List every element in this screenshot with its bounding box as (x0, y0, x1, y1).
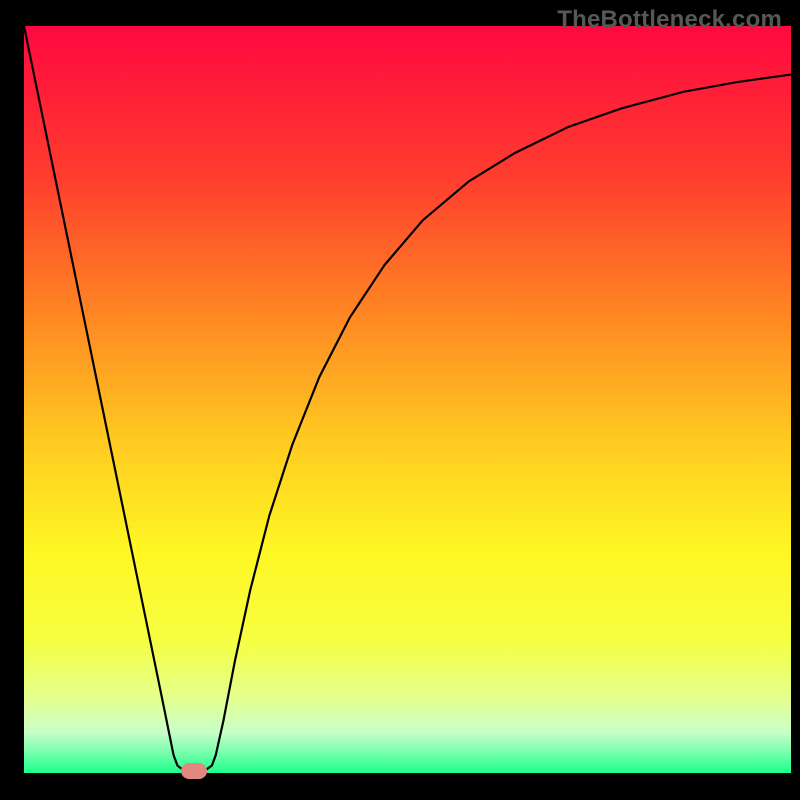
plot-inner (24, 26, 791, 773)
plot-frame (24, 26, 791, 773)
watermark-text: TheBottleneck.com (557, 6, 782, 34)
chart-container: TheBottleneck.com (0, 0, 800, 800)
plot-curve-svg (24, 26, 791, 773)
plot-marker (181, 763, 207, 779)
plot-curve (24, 26, 791, 773)
